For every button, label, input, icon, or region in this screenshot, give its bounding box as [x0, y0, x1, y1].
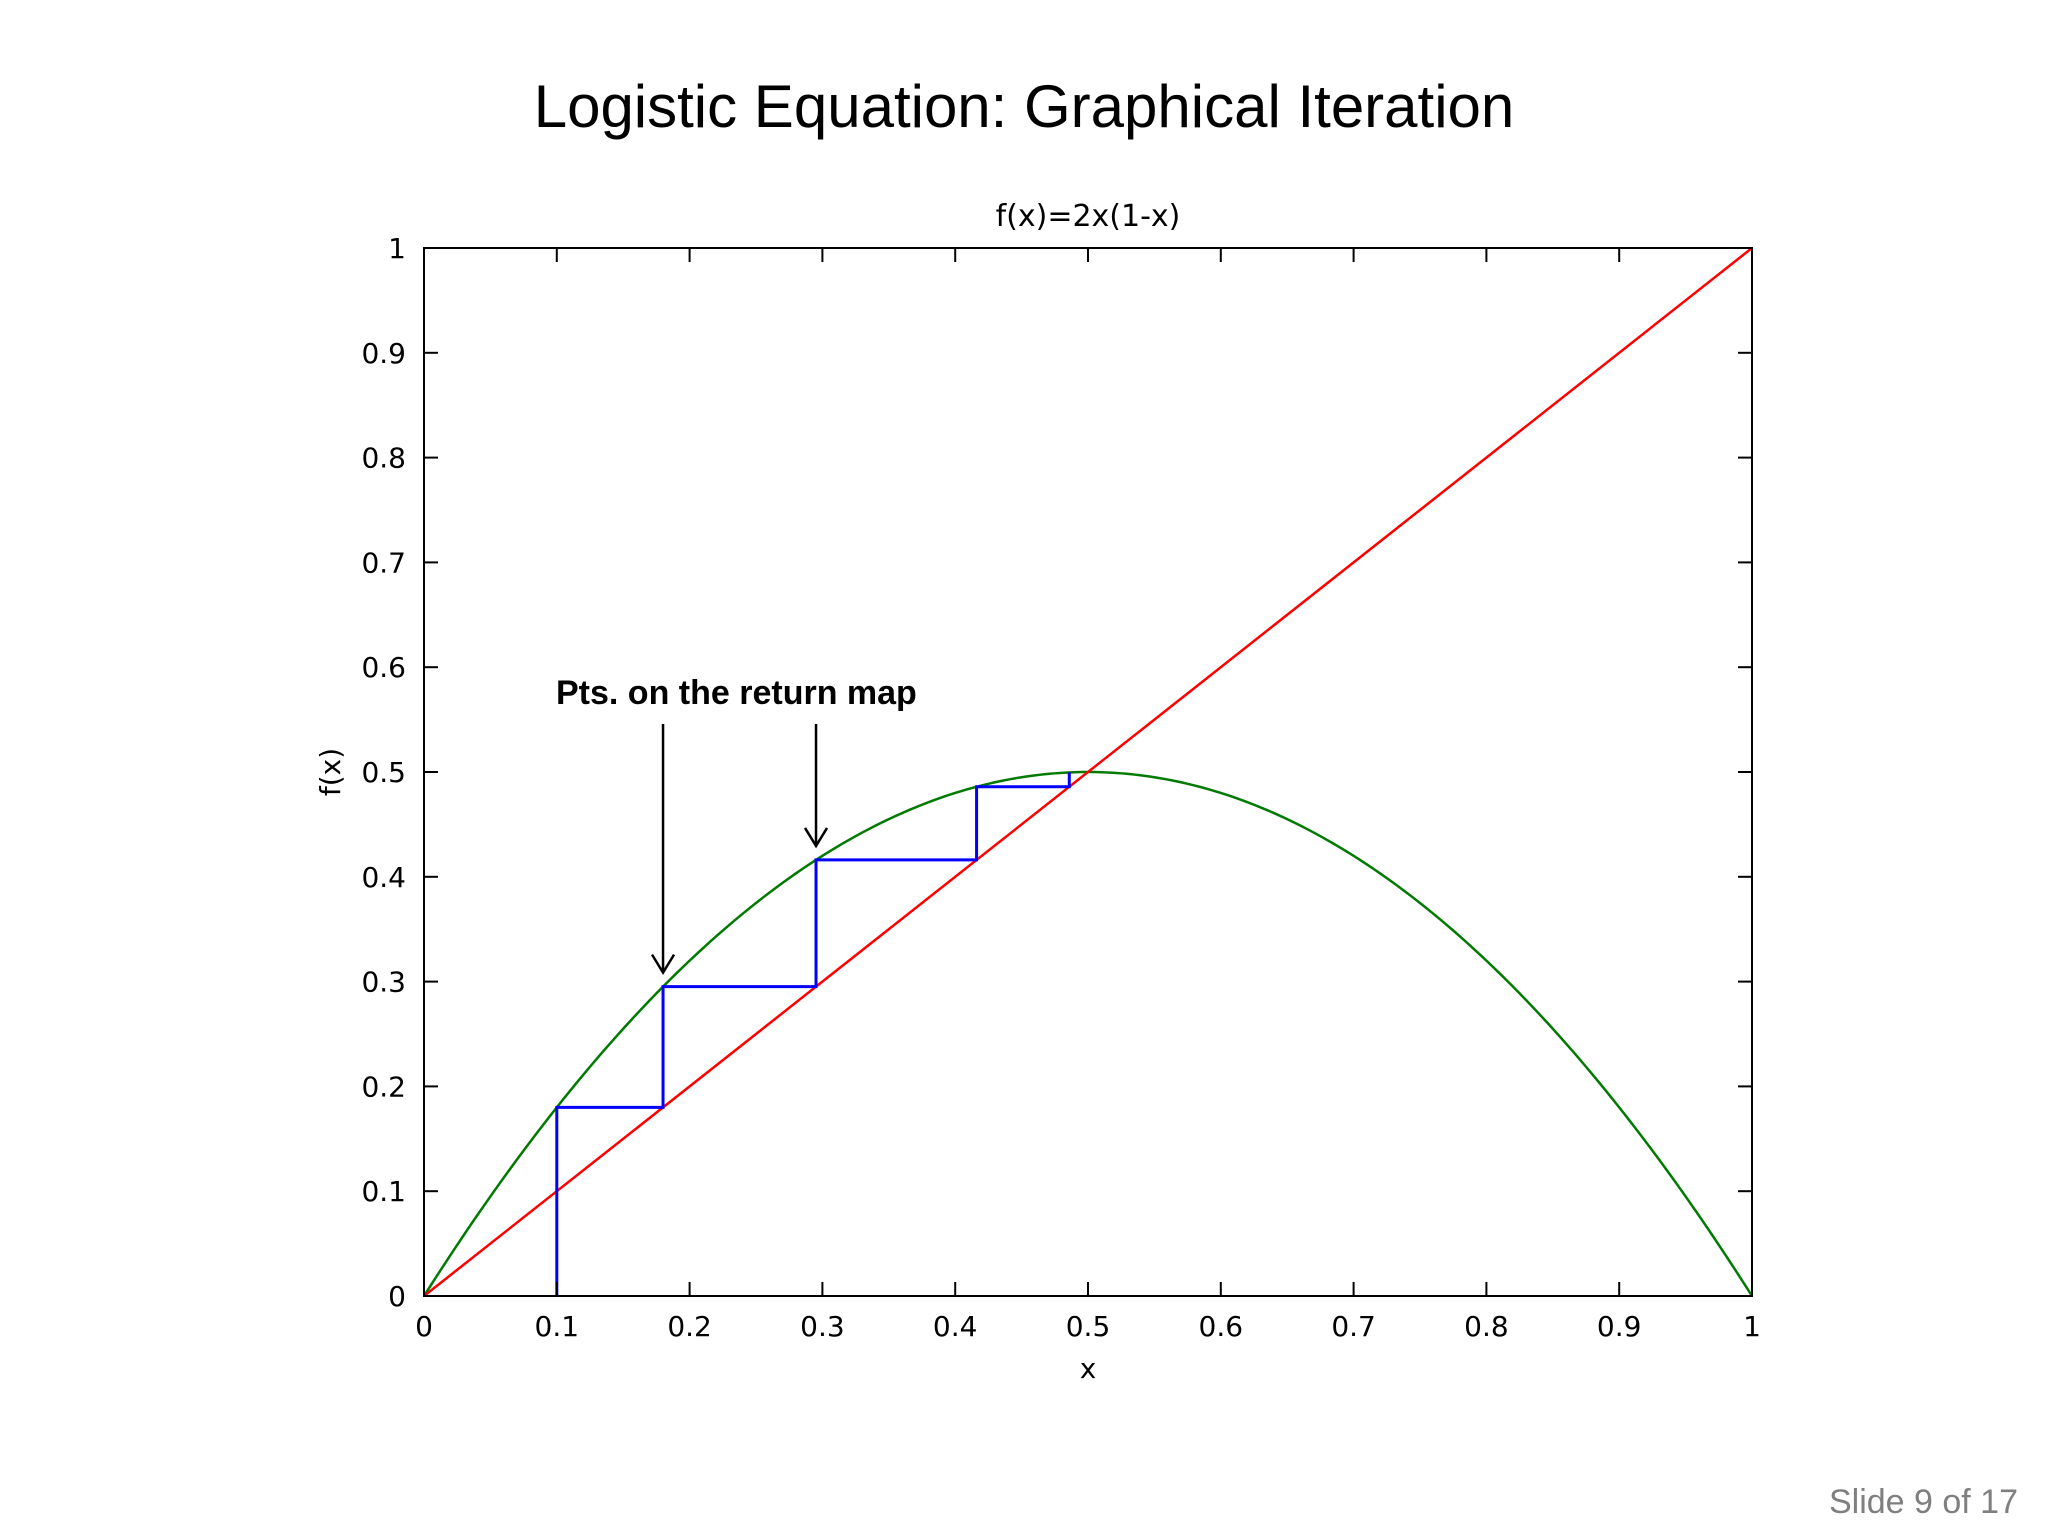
y-tick-label: 1 — [388, 232, 406, 265]
x-tick-label: 0.7 — [1331, 1310, 1376, 1343]
y-tick-label: 0.4 — [361, 861, 406, 894]
x-tick-label: 0.4 — [933, 1310, 978, 1343]
slide-title: Logistic Equation: Graphical Iteration — [533, 73, 1515, 140]
x-axis-label: x — [1080, 1352, 1097, 1385]
x-tick-label: 0.6 — [1199, 1310, 1244, 1343]
annotation-text: Pts. on the return map — [556, 674, 917, 712]
annotation-arrow-head — [650, 953, 676, 976]
y-tick-label: 0.9 — [361, 337, 406, 370]
series-line-1 — [423, 247, 1753, 1297]
plot-title: f(x)=2x(1-x) — [996, 199, 1181, 234]
y-tick-label: 0.8 — [361, 442, 406, 475]
y-tick-label: 0 — [388, 1280, 406, 1313]
y-axis-label: f(x) — [314, 748, 347, 796]
slide-footer: Slide 9 of 17 — [1828, 1483, 2018, 1521]
y-tick-label: 0.2 — [361, 1070, 406, 1103]
annotation-arrow-head — [803, 827, 829, 849]
x-tick-label: 0 — [415, 1310, 433, 1343]
x-tick-label: 1 — [1743, 1310, 1761, 1343]
y-tick-label: 0.1 — [361, 1175, 406, 1208]
x-tick-label: 0.1 — [535, 1310, 580, 1343]
annotation-layer: Pts. on the return map — [556, 674, 917, 976]
x-tick-label: 0.3 — [800, 1310, 845, 1343]
tick-layer: 0 0.1 0.2 0.3 0.4 0.5 0.6 0.7 0.8 0.9 1 0 0.1 0.2 0.3 0… — [361, 232, 1760, 1343]
series-line-0 — [422, 770, 1754, 1297]
y-tick-label: 0.6 — [361, 651, 406, 684]
x-tick-label: 0.8 — [1464, 1310, 1509, 1343]
series-line-2 — [555, 772, 1071, 1296]
series-layer — [422, 247, 1754, 1297]
y-tick-label: 0.7 — [361, 546, 406, 579]
y-tick-label: 0.5 — [361, 756, 406, 789]
y-tick-label: 0.3 — [361, 966, 406, 999]
x-tick-label: 0.9 — [1597, 1310, 1642, 1343]
x-tick-label: 0.5 — [1066, 1310, 1111, 1343]
x-tick-label: 0.2 — [667, 1310, 712, 1343]
